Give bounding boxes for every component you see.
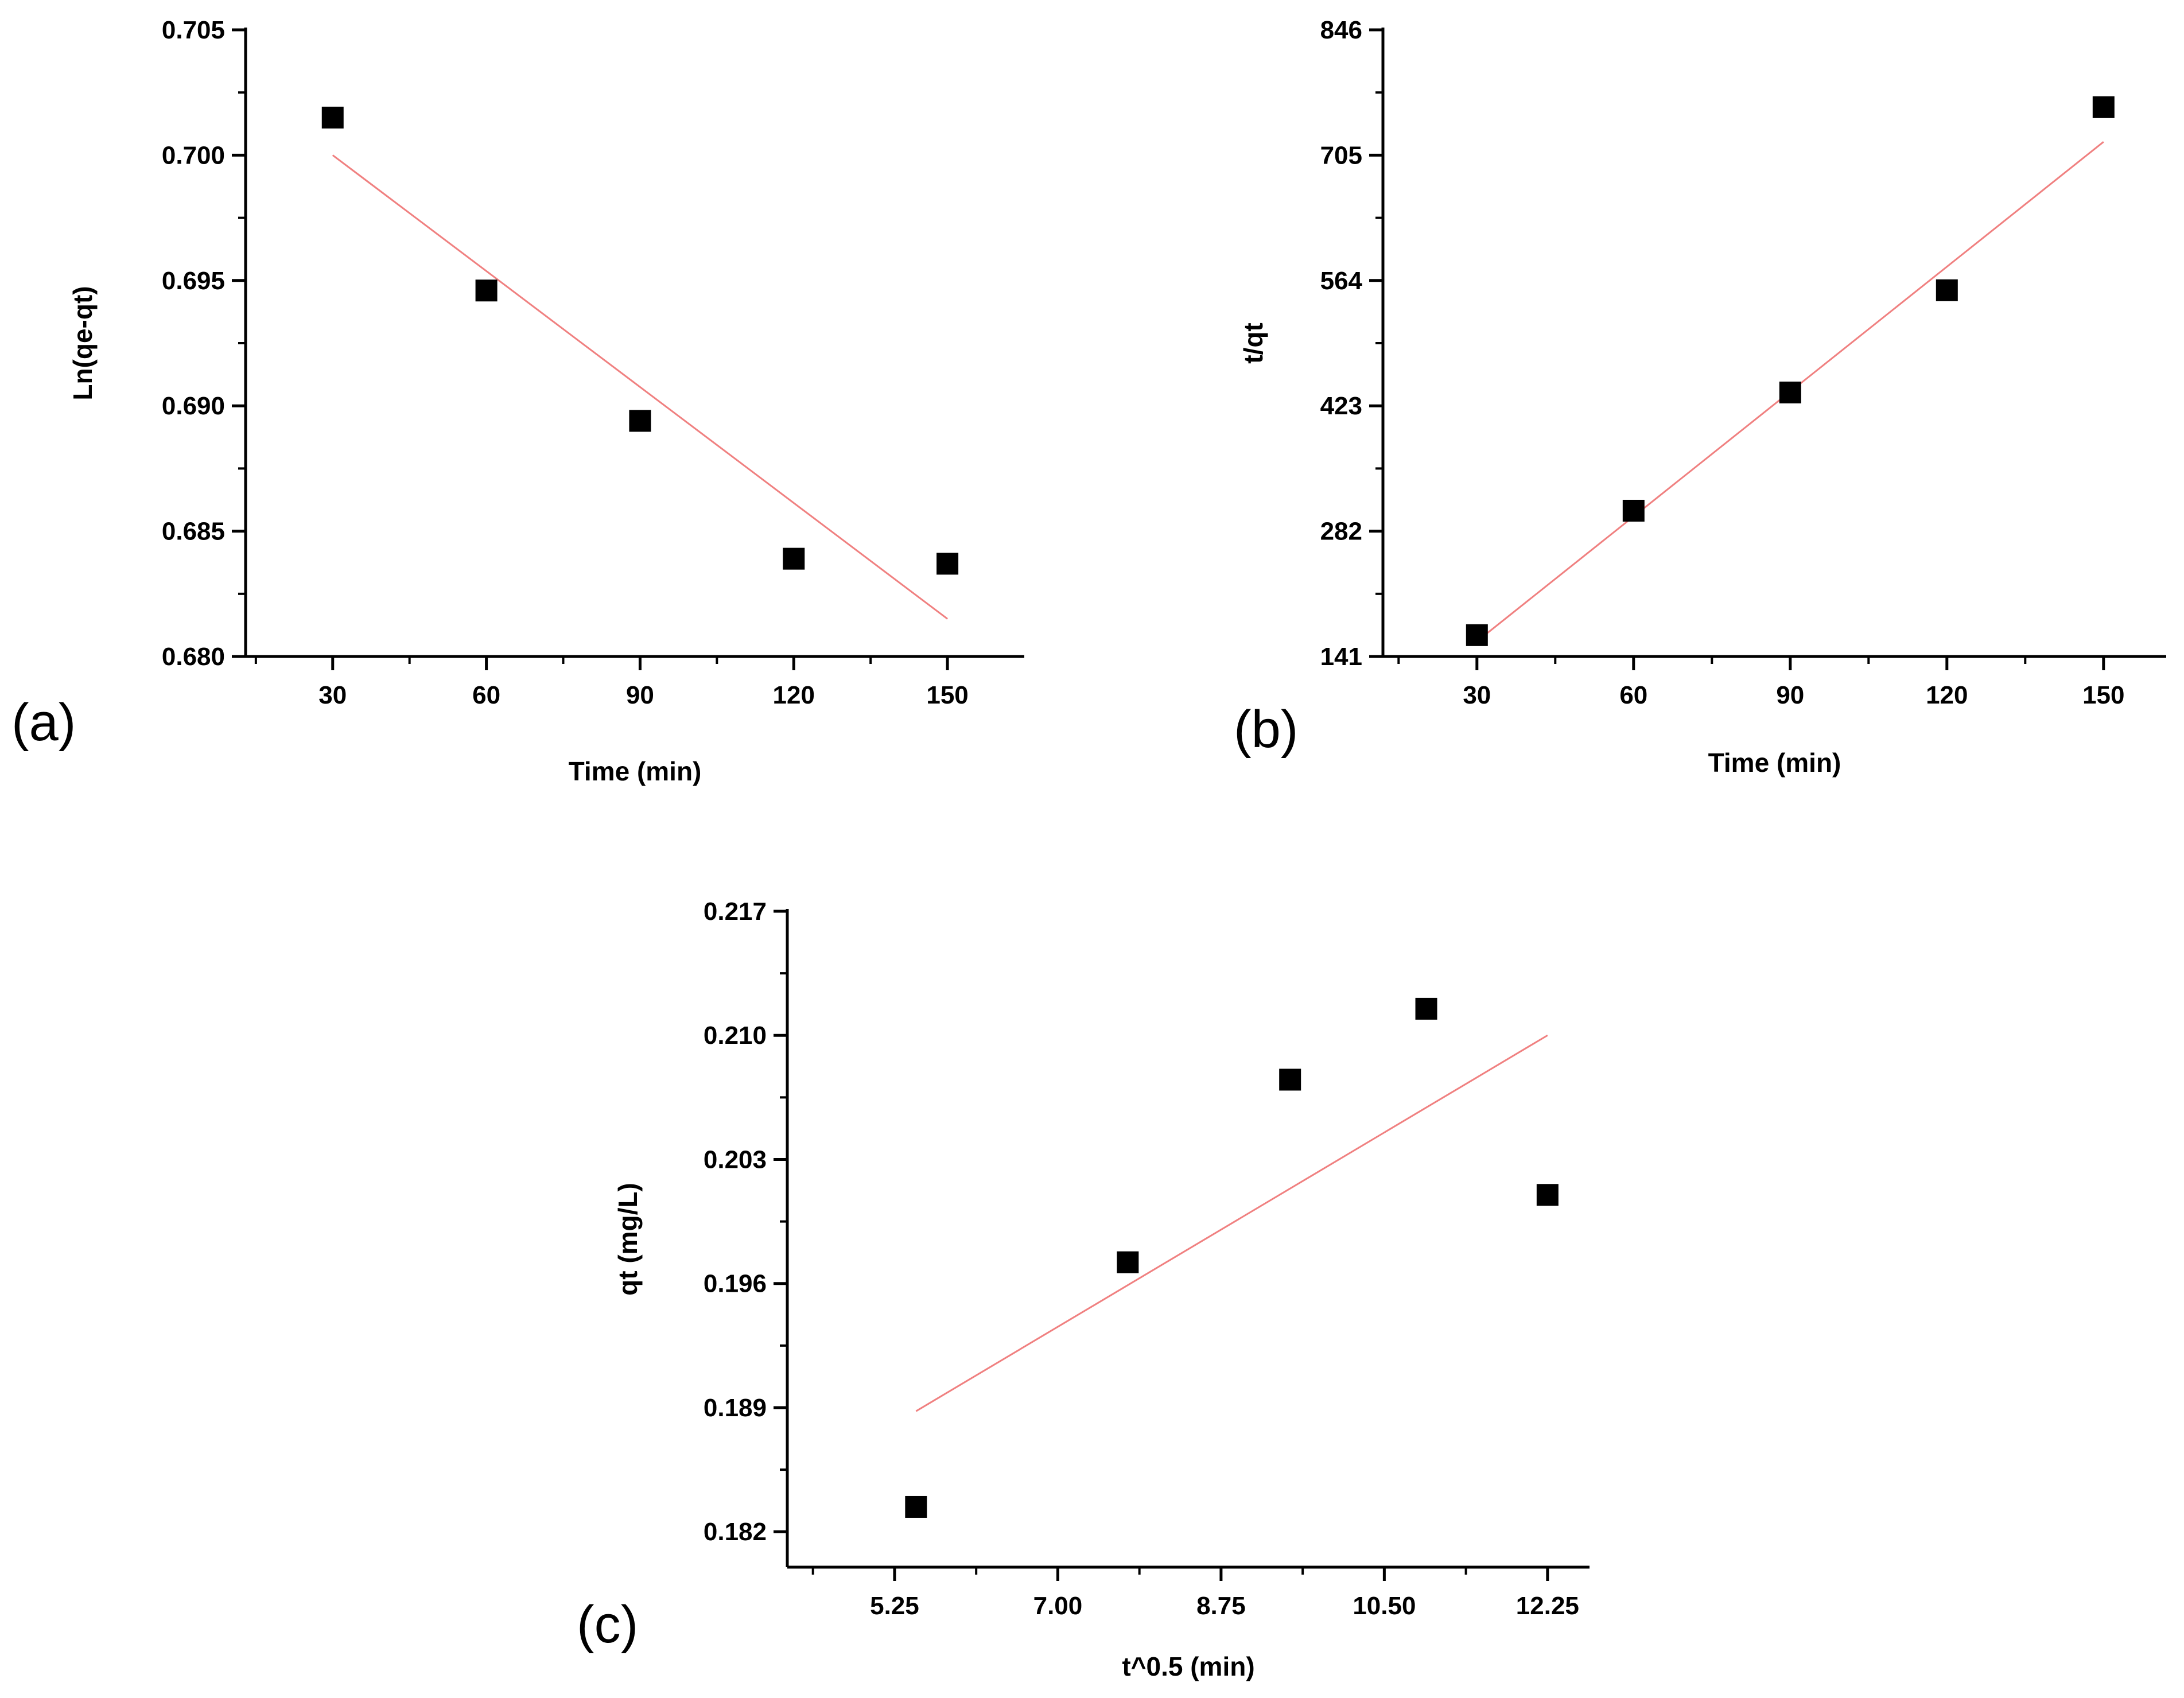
data-point	[783, 547, 805, 570]
data-point	[629, 410, 651, 432]
y-tick-label: 0.685	[162, 518, 225, 546]
panel-label: (b)	[1234, 700, 1298, 759]
data-point	[1466, 624, 1488, 646]
panel-a: 30 60 90 120 150 0.680 0.685 0.690 0.695 0.700 0.7…	[11, 16, 1024, 786]
y-tick-label: 0.210	[704, 1021, 767, 1050]
y-tick-label: 705	[1320, 141, 1362, 169]
x-axis-title: Time (min)	[1708, 748, 1841, 778]
y-tick-label: 0.203	[704, 1145, 767, 1174]
y-tick-label: 0.690	[162, 392, 225, 420]
data-point	[1415, 997, 1437, 1020]
data-point	[475, 279, 498, 302]
x-tick-label: 12.25	[1516, 1592, 1579, 1620]
x-tick-label: 10.50	[1353, 1592, 1416, 1620]
x-tick-label: 150	[2082, 681, 2124, 709]
x-tick-label: 90	[1776, 681, 1804, 709]
y-tick-label: 423	[1320, 392, 1362, 420]
panel-c: 5.25 7.00 8.75 10.50 12.25 0.182 0.189 0.196 0.2…	[577, 897, 1590, 1681]
fit-line	[332, 154, 948, 620]
data-point	[1117, 1251, 1139, 1273]
x-tick-label: 120	[773, 681, 815, 709]
x-tick-label: 30	[1463, 681, 1491, 709]
data-point	[2092, 96, 2115, 118]
x-axis-title: Time (min)	[569, 756, 702, 786]
data-point	[1622, 499, 1645, 522]
x-tick-label: 120	[1926, 681, 1968, 709]
fit-line	[915, 1034, 1548, 1412]
x-tick-label: 5.25	[870, 1592, 919, 1620]
data-point	[936, 553, 959, 575]
data-point	[1536, 1184, 1559, 1206]
panel-label: (c)	[577, 1595, 638, 1654]
y-tick-label: 0.196	[704, 1270, 767, 1298]
data-point	[1279, 1068, 1301, 1091]
y-axis-title: t/qt	[1238, 322, 1268, 364]
y-tick-label: 141	[1320, 643, 1362, 671]
x-tick-label: 150	[926, 681, 968, 709]
data-point	[1936, 279, 1958, 301]
data-point	[905, 1495, 927, 1518]
panel-b: 30 60 90 120 150 141 282 423 564 705 846 Time (min)…	[1234, 16, 2166, 778]
y-axis-title: qt (mg/L)	[613, 1183, 643, 1296]
x-tick-label: 8.75	[1196, 1592, 1246, 1620]
y-tick-label: 282	[1320, 518, 1362, 546]
x-tick-label: 7.00	[1033, 1592, 1083, 1620]
y-tick-label: 0.680	[162, 643, 225, 671]
y-tick-label: 0.695	[162, 267, 225, 295]
y-tick-label: 0.189	[704, 1394, 767, 1422]
x-tick-label: 60	[472, 681, 500, 709]
data-point	[1779, 381, 1801, 403]
y-tick-label: 0.217	[704, 897, 767, 926]
y-tick-label: 0.182	[704, 1518, 767, 1546]
x-tick-label: 90	[626, 681, 654, 709]
y-axis-title: Ln(qe-qt)	[68, 286, 98, 400]
x-axis-title: t^0.5 (min)	[1122, 1652, 1254, 1681]
y-tick-label: 846	[1320, 16, 1362, 44]
y-tick-label: 0.700	[162, 141, 225, 169]
y-tick-label: 564	[1320, 267, 1363, 295]
panel-label: (a)	[11, 693, 76, 752]
data-point	[321, 106, 344, 129]
x-tick-label: 30	[318, 681, 347, 709]
x-tick-label: 60	[1619, 681, 1647, 709]
y-tick-label: 0.705	[162, 16, 225, 44]
